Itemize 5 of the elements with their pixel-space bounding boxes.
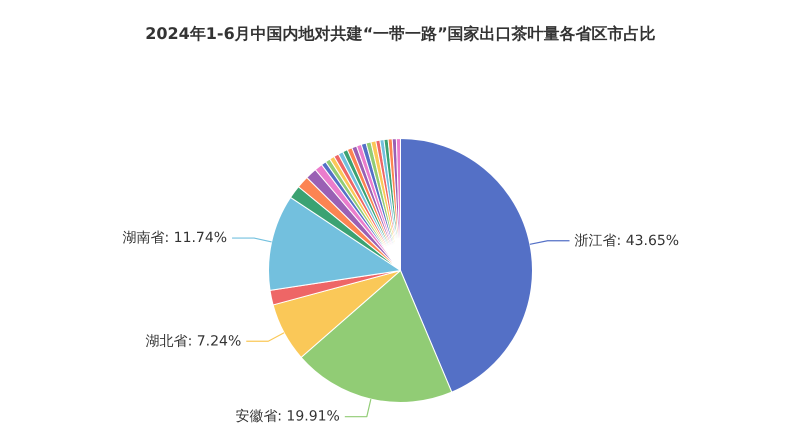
chart-title: 2024年1-6月中国内地对共建“一带一路”国家出口茶叶量各省区市占比 bbox=[145, 24, 656, 43]
slice-label: 安徽省: 19.91% bbox=[235, 408, 340, 425]
slice-label: 湖南省: 11.74% bbox=[122, 230, 228, 246]
slice-label: 湖北省: 7.24% bbox=[146, 333, 242, 350]
slice-label: 浙江省: 43.65% bbox=[574, 232, 680, 249]
